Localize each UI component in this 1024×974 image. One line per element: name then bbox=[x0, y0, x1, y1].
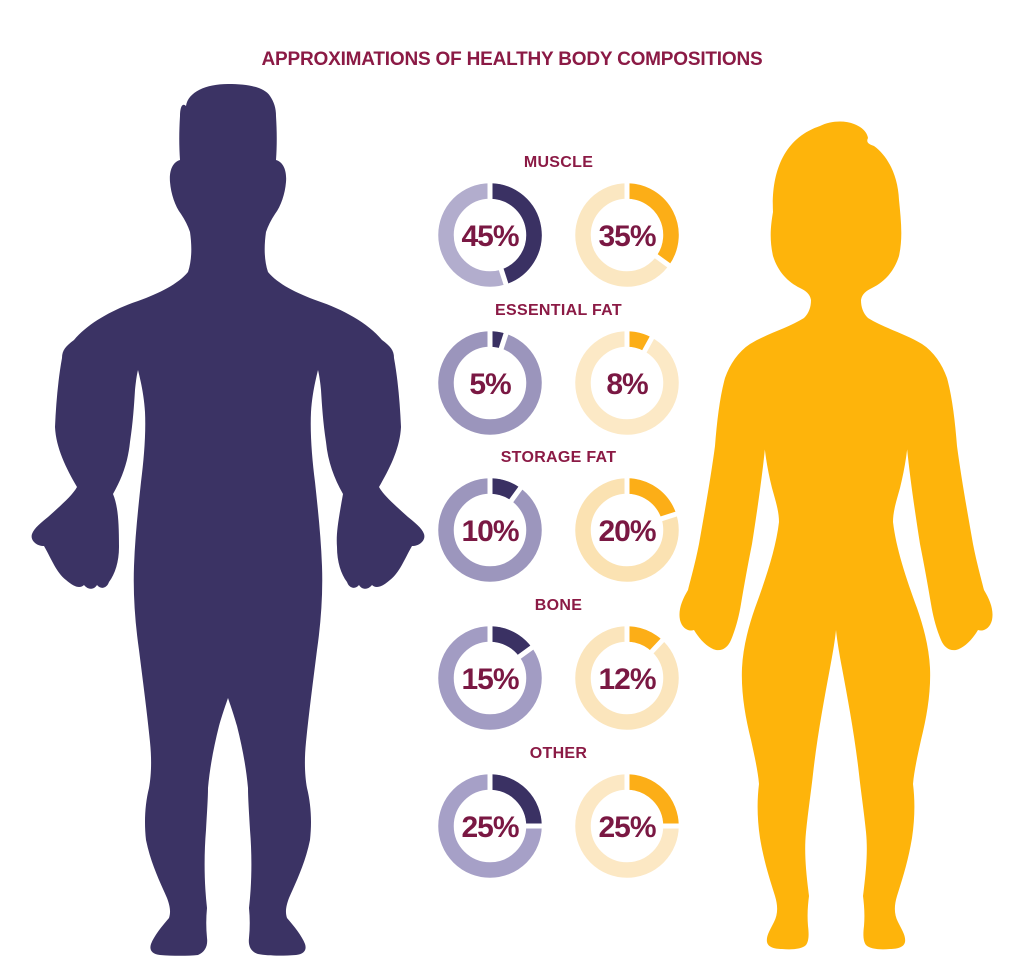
donut-pair: 25% 25% bbox=[435, 771, 682, 881]
female-arc-gap bbox=[640, 332, 657, 356]
female-arc-gap bbox=[652, 252, 674, 270]
male-donut: 5% bbox=[435, 328, 545, 438]
female-donut-chart: 20% bbox=[575, 475, 682, 582]
row-label: ESSENTIAL FAT bbox=[495, 302, 622, 319]
female-body-shape bbox=[679, 121, 993, 950]
male-donut-value-label: 45% bbox=[461, 220, 518, 253]
male-donut-value-label: 25% bbox=[461, 811, 518, 844]
female-donut-value-label: 20% bbox=[598, 515, 655, 548]
male-donut-value-arc bbox=[489, 478, 521, 501]
row-label: BONE bbox=[534, 597, 583, 614]
male-donut-chart: 25% bbox=[438, 771, 545, 878]
male-donut-value-label: 5% bbox=[469, 368, 511, 401]
female-donut-value-arc bbox=[626, 774, 679, 827]
donut-pair: 10% 20% bbox=[435, 475, 682, 585]
male-donut-chart: 45% bbox=[438, 180, 542, 290]
row-label: MUSCLE bbox=[523, 154, 594, 171]
female-donut-chart: 35% bbox=[575, 180, 679, 287]
female-donut-chart: 8% bbox=[575, 328, 679, 435]
female-donut-chart: 12% bbox=[575, 623, 679, 730]
female-donut-value-arc bbox=[626, 331, 652, 352]
male-donut: 25% bbox=[435, 771, 545, 881]
male-arc-gap bbox=[515, 643, 537, 661]
female-arc-gap bbox=[657, 510, 682, 523]
male-silhouette bbox=[31, 84, 425, 956]
row-label: OTHER bbox=[529, 745, 588, 762]
female-donut-value-label: 8% bbox=[606, 368, 648, 401]
female-donut: 8% bbox=[572, 328, 682, 438]
female-donut-value-arc bbox=[626, 478, 677, 520]
female-donut-chart: 25% bbox=[575, 771, 682, 878]
male-arc-gap bbox=[497, 265, 510, 290]
male-donut-chart: 10% bbox=[438, 475, 542, 582]
donut-pair: 5% 8% bbox=[435, 328, 682, 438]
male-donut: 45% bbox=[435, 180, 545, 290]
male-body-shape bbox=[31, 84, 425, 956]
female-donut: 12% bbox=[572, 623, 682, 733]
chart-row-other: OTHER 25% 25% bbox=[435, 744, 682, 881]
donut-pair: 45% 35% bbox=[435, 180, 682, 290]
female-donut-value-label: 35% bbox=[598, 220, 655, 253]
male-donut-value-arc bbox=[489, 626, 532, 658]
male-donut-value-arc bbox=[489, 183, 542, 285]
male-arc-gap bbox=[497, 328, 510, 353]
chart-row-bone: BONE 15% 12% bbox=[435, 596, 682, 733]
page-title: APPROXIMATIONS OF HEALTHY BODY COMPOSITI… bbox=[261, 48, 763, 70]
male-donut: 10% bbox=[435, 475, 545, 585]
female-donut: 25% bbox=[572, 771, 682, 881]
male-donut: 15% bbox=[435, 623, 545, 733]
row-label: STORAGE FAT bbox=[500, 449, 617, 466]
female-silhouette bbox=[679, 121, 993, 950]
chart-row-storage-fat: STORAGE FAT 10% 20% bbox=[435, 448, 682, 585]
female-arc-gap bbox=[647, 635, 668, 656]
donut-pair: 15% 12% bbox=[435, 623, 682, 733]
male-donut-chart: 15% bbox=[438, 623, 542, 730]
chart-row-muscle: MUSCLE 45% 35% bbox=[435, 153, 682, 290]
male-arc-gap bbox=[507, 483, 525, 505]
male-donut-value-arc bbox=[489, 774, 542, 827]
female-donut-value-label: 25% bbox=[598, 811, 655, 844]
female-donut: 35% bbox=[572, 180, 682, 290]
chart-row-essential-fat: ESSENTIAL FAT 5% 8% bbox=[435, 301, 682, 438]
female-donut-value-arc bbox=[626, 183, 679, 266]
male-donut-value-label: 15% bbox=[461, 663, 518, 696]
female-donut-value-arc bbox=[626, 626, 663, 652]
male-donut-value-label: 10% bbox=[461, 515, 518, 548]
female-donut: 20% bbox=[572, 475, 682, 585]
female-donut-value-label: 12% bbox=[598, 663, 655, 696]
male-donut-chart: 5% bbox=[438, 328, 542, 435]
